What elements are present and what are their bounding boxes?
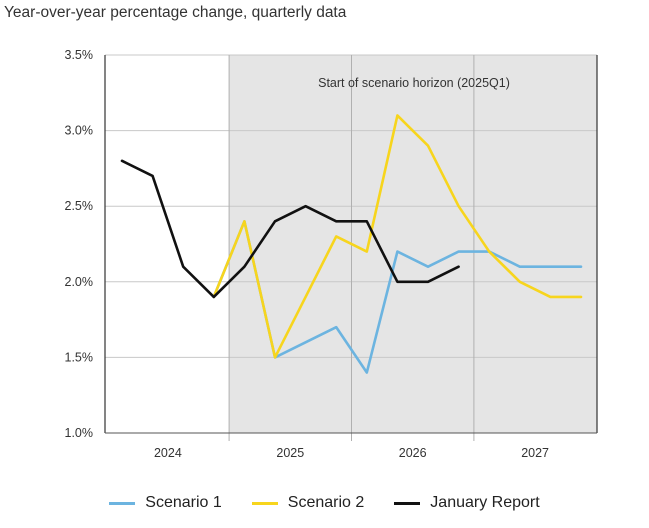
legend-label-scenario-1: Scenario 1	[145, 494, 222, 511]
y-tick-label: 3.0%	[65, 124, 94, 138]
chart-subtitle: Year-over-year percentage change, quarte…	[4, 4, 347, 21]
scenario-annotation: Start of scenario horizon (2025Q1)	[318, 76, 510, 90]
y-axis-ticks: 1.0% 1.5% 2.0% 2.5% 3.0% 3.5%	[65, 48, 94, 440]
y-tick-label: 1.0%	[65, 426, 94, 440]
x-tick-label: 2025	[276, 446, 304, 460]
x-tick-label: 2027	[521, 446, 549, 460]
line-chart: 1.0%1.5%2.0%2.5%3.0%3.5% 2024 2025 2026 202…	[65, 48, 598, 460]
x-tick-label: 2026	[399, 446, 427, 460]
legend-label-january-report: January Report	[430, 494, 540, 511]
shaded-scenario-region	[229, 55, 597, 433]
y-tick-label: 2.0%	[65, 275, 94, 289]
legend-swatch-january-report	[394, 501, 421, 505]
legend-swatch-scenario-1	[109, 501, 136, 505]
legend-swatch-scenario-2	[251, 501, 278, 505]
y-tick-label: 2.5%	[65, 199, 94, 213]
grid-lines	[105, 54, 597, 441]
legend-label-scenario-2: Scenario 2	[287, 494, 365, 511]
x-axis-labels: 2024 2025 2026 2027	[154, 446, 549, 460]
series-lines	[120, 114, 583, 374]
legend-item-january-report: January Report	[394, 494, 540, 512]
series-line-january-report	[120, 159, 460, 299]
legend-item-scenario-1: Scenario 1	[109, 494, 222, 512]
series-line-scenario-2	[212, 114, 583, 359]
legend: Scenario 1 Scenario 2 January Report	[0, 494, 649, 512]
y-tick-label: 1.5%	[65, 350, 94, 364]
y-tick-label: 3.5%	[65, 48, 94, 62]
x-tick-label: 2024	[154, 446, 182, 460]
legend-item-scenario-2: Scenario 2	[251, 494, 365, 512]
